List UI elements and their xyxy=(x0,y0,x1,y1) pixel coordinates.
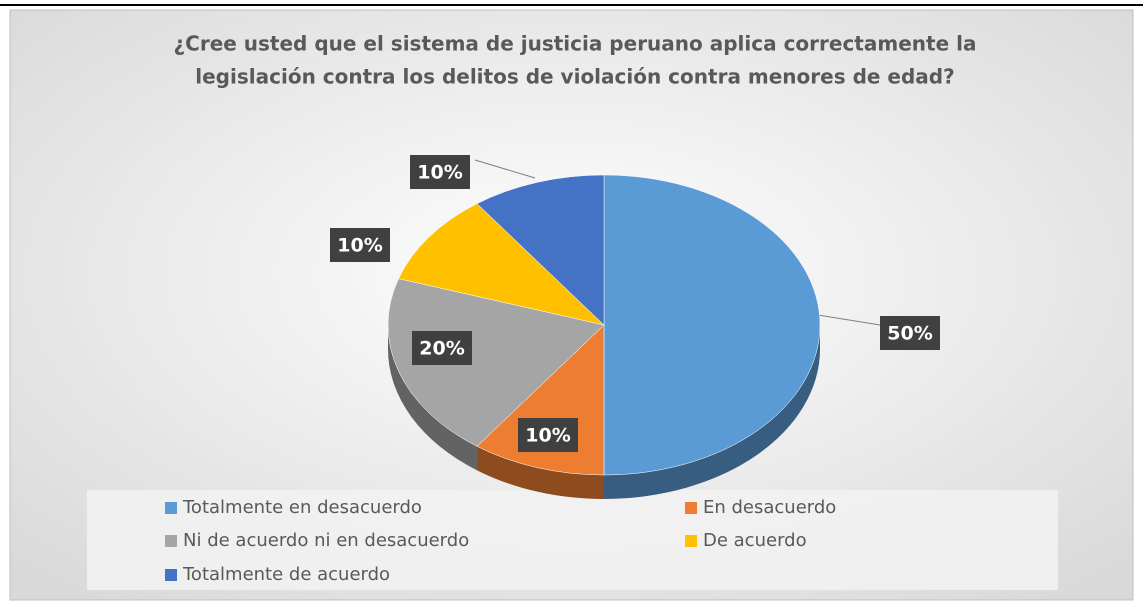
slice-side xyxy=(388,325,478,471)
chart-title: legislación contra los delitos de violac… xyxy=(195,65,954,89)
leader-line xyxy=(474,159,536,179)
data-label-box xyxy=(412,331,472,365)
slice-side xyxy=(477,446,604,499)
data-label: 10% xyxy=(525,425,570,447)
chart-title: ¿Cree usted que el sistema de justicia p… xyxy=(174,32,977,56)
legend-label: Ni de acuerdo ni en desacuerdo xyxy=(183,530,469,551)
data-label-box xyxy=(518,418,578,452)
legend-swatch xyxy=(165,502,177,514)
legend-label: De acuerdo xyxy=(703,530,807,551)
data-label-box xyxy=(330,228,390,262)
pie-slice xyxy=(476,174,605,326)
slice-side xyxy=(604,325,820,499)
legend-swatch xyxy=(165,535,177,547)
legend-swatch xyxy=(685,502,697,514)
data-label: 10% xyxy=(337,235,382,257)
data-label-box xyxy=(880,316,940,350)
legend-box xyxy=(87,490,1058,590)
data-label-box xyxy=(410,155,470,189)
leader-line xyxy=(817,314,881,326)
legend-label: Totalmente de acuerdo xyxy=(182,564,390,585)
data-label: 50% xyxy=(887,323,932,345)
data-label: 10% xyxy=(417,162,462,184)
pie-slice xyxy=(603,174,821,476)
legend-label: Totalmente en desacuerdo xyxy=(182,497,422,518)
pie-slice xyxy=(398,203,605,326)
pie-slice xyxy=(387,278,605,447)
legend-swatch xyxy=(165,569,177,581)
legend-label: En desacuerdo xyxy=(703,497,836,518)
data-label: 20% xyxy=(419,338,464,360)
legend-swatch xyxy=(685,535,697,547)
